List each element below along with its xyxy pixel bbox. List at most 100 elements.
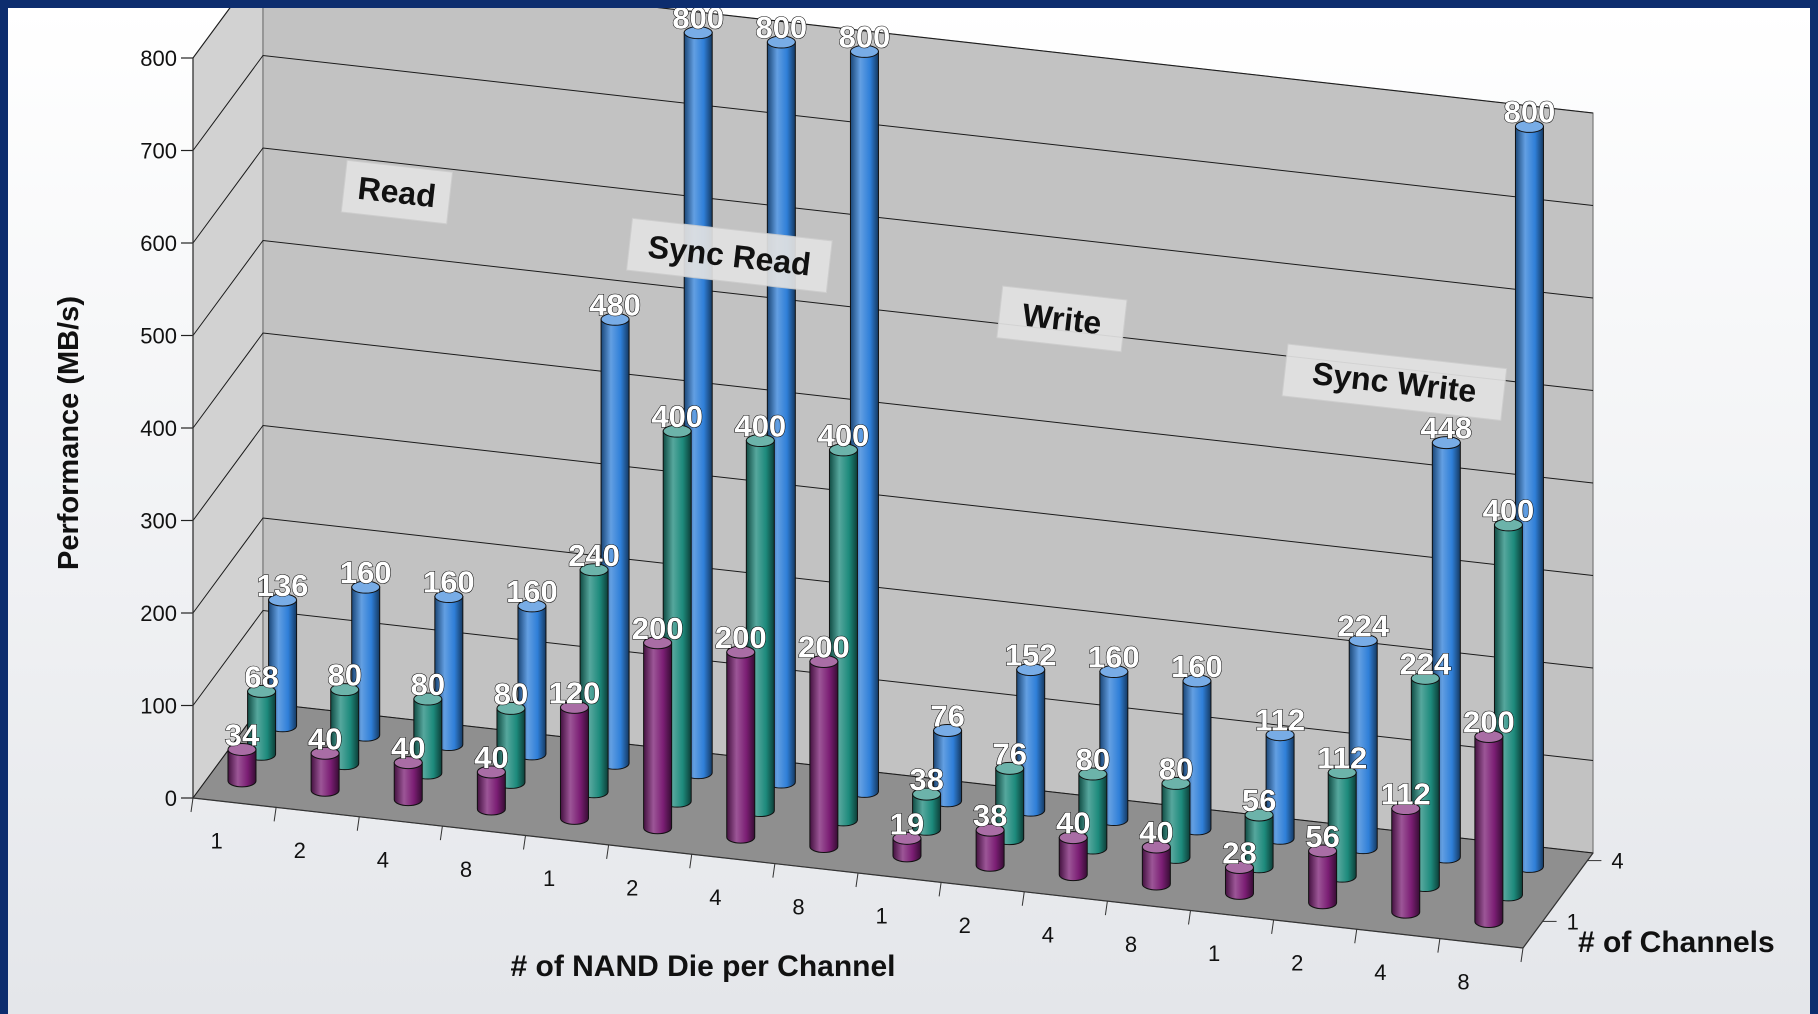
cylinder-top <box>393 756 423 770</box>
x-tick-mark <box>356 816 360 831</box>
depth-axis: 14 <box>1522 849 1624 949</box>
cylinder-sync-read-1ch <box>809 655 839 853</box>
x-tick-mark <box>938 882 942 897</box>
gridline <box>192 8 1594 114</box>
group-label-box <box>340 159 454 225</box>
data-label: 480 <box>589 287 641 322</box>
data-label: 34 <box>225 717 260 752</box>
cylinder-body <box>726 651 756 844</box>
cylinder-top <box>828 443 858 457</box>
x-axis-line <box>192 797 1524 949</box>
cylinder-top <box>351 580 381 594</box>
gridline <box>192 424 1594 576</box>
cylinder-top <box>1410 671 1440 685</box>
y-tick-label: 100 <box>140 694 177 719</box>
x-tick-label: 4 <box>709 885 721 910</box>
group-label-write: Write <box>996 285 1128 353</box>
cylinder-sync-write-2ch <box>1244 808 1274 874</box>
cylinder-top <box>1391 802 1421 816</box>
gridline <box>192 517 1594 669</box>
x-tick-mark <box>689 854 693 869</box>
x-tick-label: 2 <box>294 838 306 863</box>
data-label: 160 <box>340 555 392 590</box>
cylinder-top <box>600 312 630 326</box>
data-label: 160 <box>1171 649 1223 684</box>
y-tick-label: 0 <box>165 786 177 811</box>
group-labels: Read Sync Read Write Sync Write <box>340 159 1508 421</box>
data-label: 224 <box>1399 646 1451 681</box>
cylinder-sync-read-1ch <box>726 645 756 844</box>
cylinder-top <box>912 787 942 801</box>
cylinder-top <box>1099 665 1129 679</box>
cylinder-body <box>912 793 942 836</box>
data-label: 400 <box>651 399 703 434</box>
data-label: 76 <box>992 736 1026 771</box>
cylinder-top <box>1058 831 1088 845</box>
cylinder-body <box>1474 736 1504 928</box>
depth-axis-line <box>1522 852 1594 949</box>
cylinder-top <box>892 831 922 845</box>
data-label: 80 <box>1076 742 1110 777</box>
cylinder-top <box>1016 663 1046 677</box>
gridlines <box>192 8 1594 854</box>
cylinder-top <box>310 746 340 760</box>
cylinder-body <box>1224 866 1254 900</box>
cylinder-top <box>1265 728 1295 742</box>
cylinder-top <box>643 636 673 650</box>
cylinder-top <box>517 599 547 613</box>
data-label: 80 <box>494 676 528 711</box>
cylinder-body <box>393 762 423 807</box>
group-label-text: Write <box>1020 297 1103 342</box>
cylinder-write-1ch <box>1058 831 1088 882</box>
cylinder-body <box>643 642 673 835</box>
x-tick-label: 2 <box>1291 951 1303 976</box>
group-label-read: Read <box>340 159 454 225</box>
x-tick-mark <box>439 826 443 841</box>
data-label: 400 <box>1483 493 1535 528</box>
y-axis-title: Performance (MB/s) <box>53 296 85 570</box>
cylinder-top <box>413 692 443 706</box>
x-tick-label: 1 <box>210 829 222 854</box>
cylinder-sync-write-1ch <box>1308 844 1338 910</box>
cylinder-top <box>1327 766 1357 780</box>
group-label-sync-write: Sync Write <box>1281 343 1508 421</box>
data-label: 200 <box>715 620 767 655</box>
x-tick-label: 4 <box>1042 922 1054 947</box>
group-label-box <box>1281 343 1508 421</box>
y-tick-label: 200 <box>140 601 177 626</box>
x-tick-mark <box>1520 947 1524 963</box>
data-label: 800 <box>755 10 807 45</box>
cylinder-top <box>1431 436 1461 450</box>
depth-axis-title: # of Channels <box>1578 926 1775 959</box>
y-axis: 0 100 200 300 400 500 600 700 800 <box>140 46 194 811</box>
data-label: 76 <box>930 698 964 733</box>
cylinder-top <box>268 593 298 607</box>
data-label: 800 <box>672 8 724 36</box>
data-label: 224 <box>1337 608 1389 643</box>
cylinder-top <box>1348 633 1378 647</box>
cylinder-sync-write-1ch <box>1474 730 1504 928</box>
data-label: 120 <box>549 675 601 710</box>
cylinder-top <box>1308 844 1338 858</box>
cylinder-top <box>995 761 1025 775</box>
data-label: 200 <box>632 611 684 646</box>
cylinder-top <box>227 742 257 756</box>
data-label: 80 <box>1159 751 1193 786</box>
data-label: 112 <box>1255 703 1305 738</box>
cylinder-top <box>330 683 360 697</box>
cylinder-top <box>975 823 1005 837</box>
data-label: 68 <box>244 659 278 694</box>
x-tick-label: 4 <box>377 847 389 872</box>
x-tick-label: 1 <box>543 866 555 891</box>
cylinder-top <box>476 765 506 779</box>
cylinder-top <box>247 684 277 698</box>
data-label: 200 <box>1463 705 1515 740</box>
data-label: 800 <box>839 19 891 54</box>
x-tick-label: 1 <box>1208 941 1220 966</box>
data-label: 56 <box>1242 783 1276 818</box>
cylinder-top <box>579 563 609 577</box>
data-label: 160 <box>1088 640 1140 675</box>
